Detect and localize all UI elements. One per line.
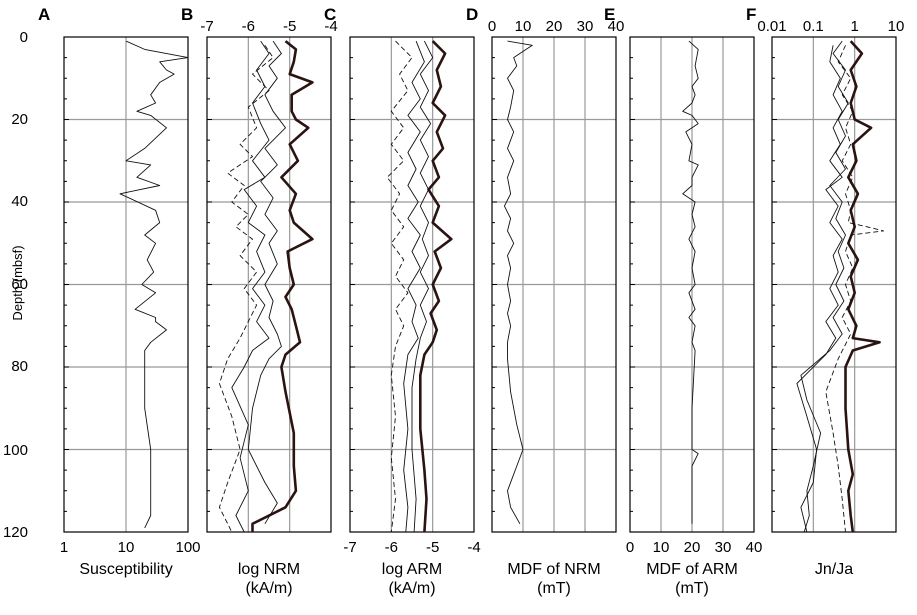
x-tick-label: -5 <box>426 539 439 556</box>
panel-label: D <box>466 5 478 24</box>
y-axis-label: Depth (mbsf) <box>10 245 25 320</box>
x-tick-label: 10 <box>653 539 670 556</box>
panel-label: F <box>746 5 756 24</box>
series-line-thin <box>247 40 286 525</box>
series-line-dashed <box>218 45 274 533</box>
x-axis-unit: (kA/m) <box>245 580 292 597</box>
series-line-thin <box>682 40 699 524</box>
series-line-dashed <box>386 40 413 533</box>
x-tick-label: 30 <box>577 18 594 35</box>
x-axis-label: MDF of NRM <box>507 561 600 578</box>
y-tick-label: 40 <box>11 193 28 210</box>
x-tick-label: -7 <box>200 18 213 35</box>
x-axis-unit: (mT) <box>675 580 709 597</box>
x-tick-label: 10 <box>888 18 905 35</box>
series-line-thin <box>411 40 434 533</box>
y-tick-label: 80 <box>11 358 28 375</box>
x-tick-label: 10 <box>515 18 532 35</box>
x-axis-unit: (kA/m) <box>388 580 435 597</box>
series-line-thick <box>251 40 314 532</box>
panel-label: E <box>604 5 615 24</box>
x-tick-label: -6 <box>242 18 255 35</box>
series-line-thick <box>418 40 453 533</box>
x-tick-label: -4 <box>467 539 480 556</box>
x-tick-label: 0 <box>488 18 496 35</box>
panel-label: A <box>38 5 50 24</box>
x-tick-label: 1 <box>850 18 858 35</box>
series-line-thin <box>119 40 189 529</box>
x-tick-label: 100 <box>175 539 200 556</box>
series-line-thin <box>796 45 843 533</box>
x-axis-unit: (mT) <box>537 580 571 597</box>
panel-a: 1 10 100 A Susceptibility <box>38 5 201 578</box>
x-tick-label: -4 <box>324 18 337 35</box>
x-axis-label: log NRM <box>238 561 300 578</box>
x-tick-label: -5 <box>283 18 296 35</box>
x-tick-label: 40 <box>746 539 763 556</box>
x-tick-label: 0.1 <box>803 18 824 35</box>
y-tick-label: 100 <box>3 442 28 459</box>
x-tick-label: -7 <box>343 539 356 556</box>
panel-d: 0 10 20 30 40 D MDF of NRM (mT) <box>466 5 624 597</box>
series-line-thin <box>231 40 270 533</box>
x-axis-label: Susceptibility <box>79 561 172 578</box>
x-axis-label: MDF of ARM <box>646 561 738 578</box>
x-tick-label: 10 <box>118 539 135 556</box>
series-line-thin <box>403 40 425 533</box>
panel-f: 0.01 0.1 1 10 F Jn/Ja <box>746 5 904 578</box>
series-line-thin <box>800 40 849 533</box>
panel-label: B <box>181 5 193 24</box>
x-tick-label: 0.01 <box>757 18 786 35</box>
x-tick-label: 0 <box>626 539 634 556</box>
depth-axis: 0 20 40 60 80 100 120 Depth (mbsf) <box>3 29 28 541</box>
y-tick-label: 60 <box>11 276 28 293</box>
x-axis-label: log ARM <box>382 561 442 578</box>
x-tick-label: 40 <box>608 18 625 35</box>
y-tick-label: 120 <box>3 524 28 541</box>
series-line-dashed <box>825 45 885 533</box>
x-tick-label: -6 <box>385 539 398 556</box>
x-tick-label: 30 <box>715 539 732 556</box>
x-tick-label: 1 <box>60 539 68 556</box>
y-tick-label: 0 <box>20 29 28 46</box>
x-tick-label: 20 <box>546 18 563 35</box>
series-line-thick <box>844 40 881 533</box>
x-axis-label: Jn/Ja <box>815 561 853 578</box>
y-tick-label: 20 <box>11 111 28 128</box>
x-tick-label: 20 <box>684 539 701 556</box>
panel-label: C <box>324 5 336 24</box>
series-line-thin <box>503 40 533 525</box>
